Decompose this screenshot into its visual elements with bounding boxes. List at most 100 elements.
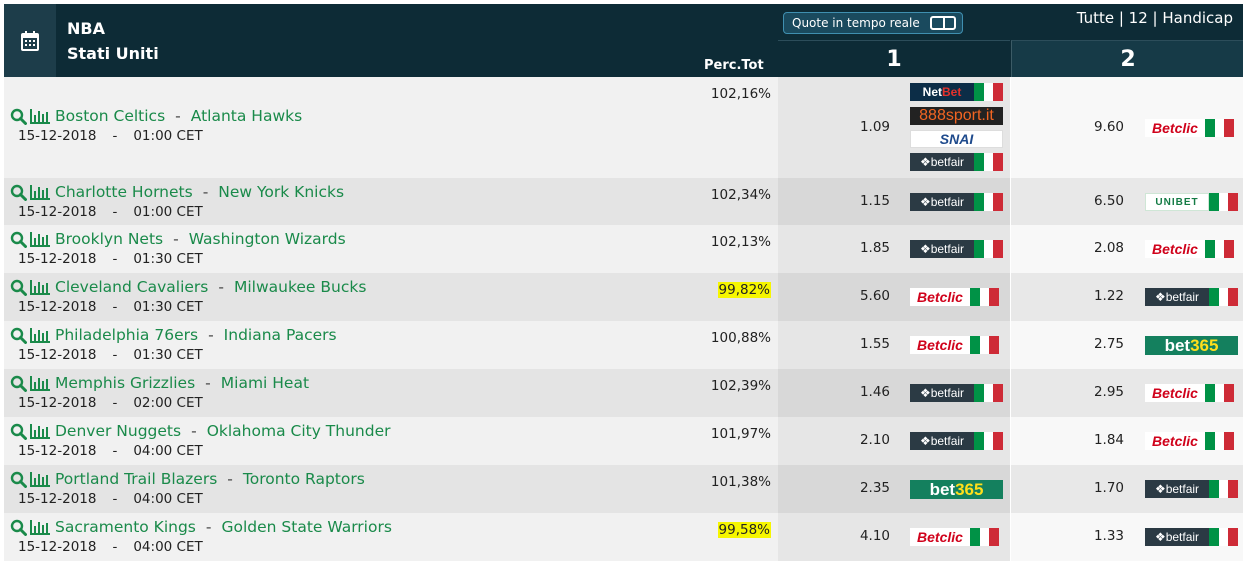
bet365-logo[interactable]: bet 365: [1145, 336, 1238, 355]
odd-away[interactable]: 2.75: [1093, 336, 1124, 352]
betfair-logo[interactable]: ❖betfair: [910, 153, 974, 171]
home-team-link[interactable]: Philadelphia 76ers: [55, 326, 199, 344]
odd-away[interactable]: 2.95: [1093, 384, 1124, 400]
bookmaker-betclic[interactable]: Betclic: [1145, 240, 1235, 258]
betclic-logo[interactable]: Betclic: [1145, 432, 1205, 450]
filter-all[interactable]: Tutte: [1076, 9, 1115, 27]
search-icon[interactable]: [10, 423, 27, 440]
bookmaker-betfair[interactable]: ❖betfair: [1145, 480, 1239, 498]
betfair-logo[interactable]: ❖betfair: [910, 432, 974, 450]
bookmaker-betclic[interactable]: Betclic: [910, 288, 1000, 306]
search-icon[interactable]: [10, 519, 27, 536]
odd-away[interactable]: 1.22: [1093, 288, 1124, 304]
search-icon[interactable]: [10, 375, 27, 392]
bookmaker-unibet[interactable]: UNIBET: [1145, 193, 1239, 211]
home-team-link[interactable]: Memphis Grizzlies: [55, 374, 196, 392]
bookmaker-bet365[interactable]: bet 365: [1145, 336, 1238, 355]
search-icon[interactable]: [10, 279, 27, 296]
home-team-link[interactable]: Charlotte Hornets: [55, 183, 193, 201]
odd-home[interactable]: 1.85: [859, 240, 890, 256]
filter-handicap[interactable]: Handicap: [1162, 9, 1233, 27]
bar-chart-icon[interactable]: [30, 471, 50, 487]
bookmaker-bet365[interactable]: bet 365: [910, 480, 1003, 499]
bookmaker-betfair[interactable]: ❖betfair: [910, 432, 1004, 450]
away-team-link[interactable]: Toronto Raptors: [242, 470, 365, 488]
home-team-link[interactable]: Sacramento Kings: [55, 518, 196, 536]
betfair-logo[interactable]: ❖betfair: [910, 240, 974, 258]
betfair-logo[interactable]: ❖betfair: [1145, 288, 1209, 306]
betclic-logo[interactable]: Betclic: [910, 336, 970, 354]
odd-home[interactable]: 1.09: [859, 119, 890, 135]
search-icon[interactable]: [10, 327, 27, 344]
home-team-link[interactable]: Boston Celtics: [55, 107, 166, 125]
away-team-link[interactable]: Milwaukee Bucks: [233, 278, 367, 296]
bookmaker-betclic[interactable]: Betclic: [910, 336, 1000, 354]
betclic-logo[interactable]: Betclic: [1145, 384, 1205, 402]
away-team-link[interactable]: Oklahoma City Thunder: [206, 422, 391, 440]
odd-away[interactable]: 2.08: [1093, 240, 1124, 256]
bookmaker-netbet[interactable]: Net Bet: [910, 83, 1004, 101]
betclic-logo[interactable]: Betclic: [1145, 240, 1205, 258]
odd-away[interactable]: 1.84: [1093, 432, 1124, 448]
betfair-logo[interactable]: ❖betfair: [910, 384, 974, 402]
odd-home[interactable]: 1.46: [859, 384, 890, 400]
snai-logo[interactable]: SNAI: [910, 130, 1003, 148]
bookmaker-betclic[interactable]: Betclic: [910, 528, 1000, 546]
bookmaker-betfair[interactable]: ❖betfair: [1145, 288, 1239, 306]
betclic-logo[interactable]: Betclic: [910, 288, 970, 306]
bar-chart-icon[interactable]: [30, 519, 50, 535]
toggle-switch-icon[interactable]: [929, 16, 956, 30]
odd-home[interactable]: 2.35: [859, 480, 890, 496]
bar-chart-icon[interactable]: [30, 108, 50, 124]
betfair-logo[interactable]: ❖betfair: [1145, 528, 1209, 546]
bookmaker-betfair[interactable]: ❖betfair: [910, 193, 1004, 211]
perc-tot-header[interactable]: Perc.Tot: [704, 58, 764, 73]
bar-chart-icon[interactable]: [30, 231, 50, 247]
bookmaker-betfair[interactable]: ❖betfair: [910, 240, 1004, 258]
bar-chart-icon[interactable]: [30, 279, 50, 295]
odd-away[interactable]: 1.70: [1093, 480, 1124, 496]
home-team-link[interactable]: Brooklyn Nets: [55, 230, 164, 248]
odd-home[interactable]: 1.15: [859, 193, 890, 209]
bookmaker-betclic[interactable]: Betclic: [1145, 119, 1235, 137]
bookmaker-betclic[interactable]: Betclic: [1145, 432, 1235, 450]
away-team-link[interactable]: Miami Heat: [220, 374, 310, 392]
away-team-link[interactable]: Atlanta Hawks: [190, 107, 303, 125]
bar-chart-icon[interactable]: [30, 184, 50, 200]
bar-chart-icon[interactable]: [30, 375, 50, 391]
bookmaker-888sport[interactable]: 888sport.it: [910, 107, 1003, 125]
888sport-logo[interactable]: 888sport.it: [910, 107, 1003, 125]
odd-home[interactable]: 1.55: [859, 336, 890, 352]
unibet-logo[interactable]: UNIBET: [1145, 193, 1209, 211]
betfair-logo[interactable]: ❖betfair: [1145, 480, 1209, 498]
away-team-link[interactable]: Indiana Pacers: [223, 326, 337, 344]
home-team-link[interactable]: Cleveland Cavaliers: [55, 278, 209, 296]
away-team-link[interactable]: Washington Wizards: [188, 230, 346, 248]
home-team-link[interactable]: Denver Nuggets: [55, 422, 182, 440]
search-icon[interactable]: [10, 471, 27, 488]
odd-away[interactable]: 9.60: [1093, 119, 1124, 135]
bookmaker-betclic[interactable]: Betclic: [1145, 384, 1235, 402]
odd-away[interactable]: 1.33: [1093, 528, 1124, 544]
odd-home[interactable]: 5.60: [859, 288, 890, 304]
filter-12[interactable]: 12: [1128, 9, 1148, 27]
search-icon[interactable]: [10, 184, 27, 201]
bookmaker-betfair[interactable]: ❖betfair: [1145, 528, 1239, 546]
bookmaker-betfair[interactable]: ❖betfair: [910, 384, 1004, 402]
betclic-logo[interactable]: Betclic: [1145, 119, 1205, 137]
search-icon[interactable]: [10, 108, 27, 125]
bar-chart-icon[interactable]: [30, 327, 50, 343]
bar-chart-icon[interactable]: [30, 423, 50, 439]
betclic-logo[interactable]: Betclic: [910, 528, 970, 546]
away-team-link[interactable]: New York Knicks: [218, 183, 345, 201]
bookmaker-snai[interactable]: SNAI: [910, 130, 1003, 148]
search-icon[interactable]: [10, 231, 27, 248]
calendar-icon[interactable]: [4, 4, 56, 77]
odd-home[interactable]: 2.10: [859, 432, 890, 448]
betfair-logo[interactable]: ❖betfair: [910, 193, 974, 211]
away-team-link[interactable]: Golden State Warriors: [221, 518, 392, 536]
odd-home[interactable]: 4.10: [859, 528, 890, 544]
realtime-odds-toggle[interactable]: Quote in tempo reale: [783, 12, 963, 34]
bookmaker-betfair[interactable]: ❖betfair: [910, 153, 1004, 171]
netbet-logo[interactable]: Net Bet: [910, 83, 974, 101]
